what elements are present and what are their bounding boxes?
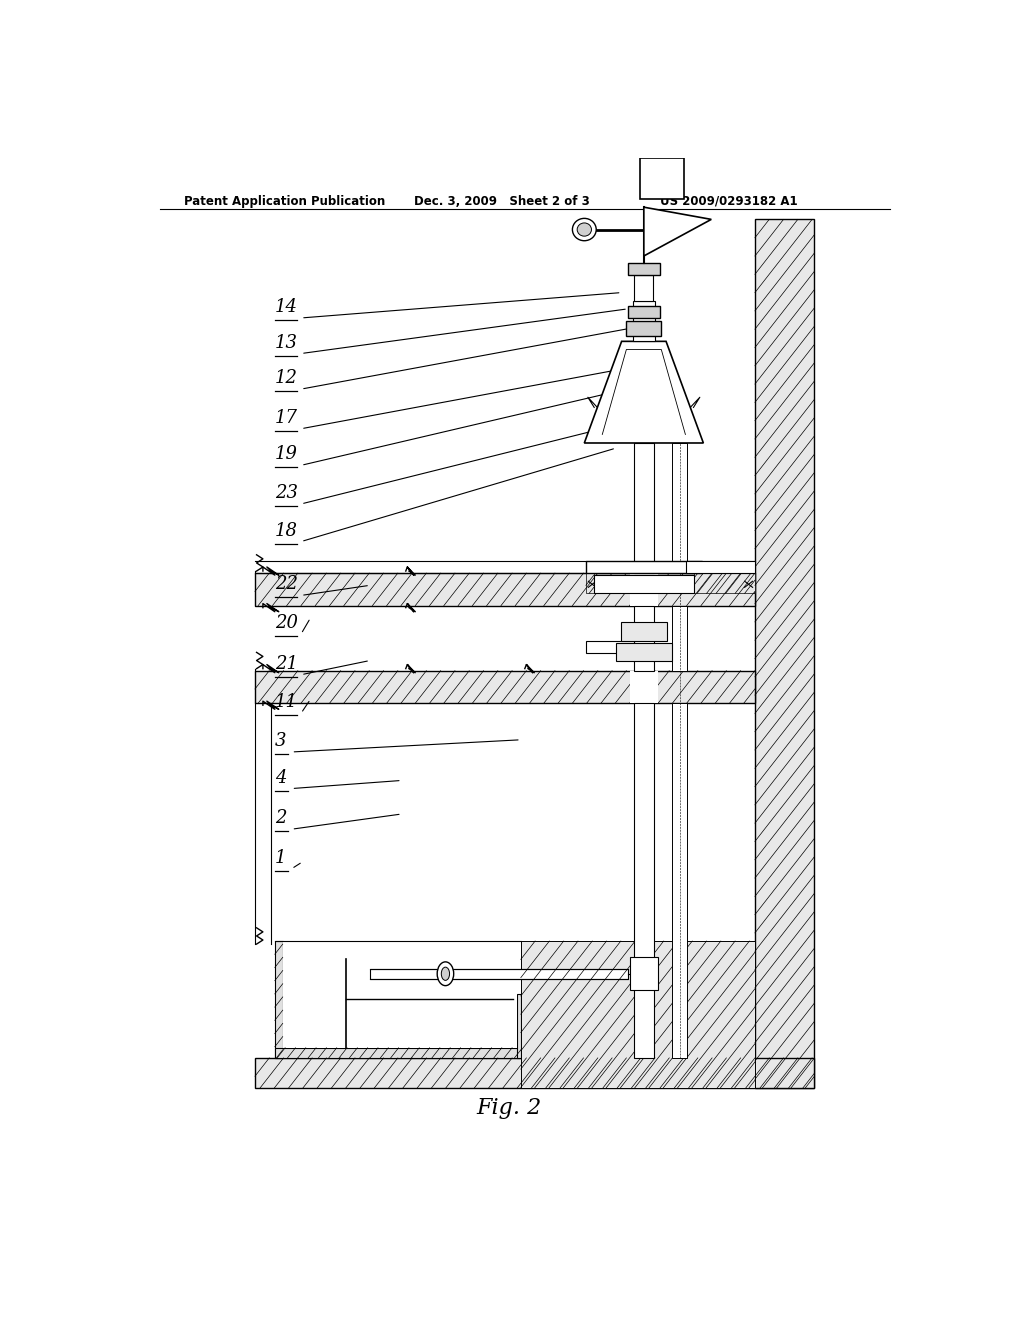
Bar (634, 276, 653, 301)
Text: 22: 22 (274, 576, 298, 594)
Bar (274, 941, 283, 1057)
Bar (621, 622, 667, 642)
Bar (634, 606, 654, 671)
Bar (630, 957, 658, 990)
Bar (686, 561, 755, 573)
Text: 4: 4 (274, 768, 287, 787)
Bar (633, 301, 655, 342)
Text: 20: 20 (274, 614, 298, 632)
Bar (694, 573, 755, 594)
Text: 3: 3 (274, 733, 287, 750)
Bar (521, 941, 755, 1089)
Text: 11: 11 (274, 693, 298, 711)
Bar (586, 561, 701, 573)
Polygon shape (644, 207, 712, 256)
Bar (628, 306, 659, 318)
Text: Fig. 2: Fig. 2 (476, 1097, 542, 1119)
Text: 2: 2 (274, 809, 287, 828)
Bar (628, 263, 659, 276)
Bar (274, 1048, 521, 1057)
Bar (255, 671, 755, 704)
Bar (586, 573, 594, 594)
Text: 12: 12 (274, 370, 298, 387)
Bar (755, 219, 814, 1089)
Text: 17: 17 (274, 409, 298, 426)
Text: 21: 21 (274, 655, 298, 673)
Bar (672, 444, 687, 573)
Bar (672, 606, 687, 671)
Text: 18: 18 (274, 521, 298, 540)
Bar (634, 444, 654, 573)
Text: 13: 13 (274, 334, 298, 351)
Bar (630, 573, 658, 606)
Bar (586, 642, 634, 653)
Ellipse shape (572, 218, 596, 240)
Bar (640, 158, 684, 199)
Text: 1: 1 (274, 849, 287, 867)
Bar (634, 704, 654, 1057)
Ellipse shape (578, 223, 592, 236)
Text: Dec. 3, 2009   Sheet 2 of 3: Dec. 3, 2009 Sheet 2 of 3 (414, 195, 590, 209)
Bar (627, 321, 662, 337)
Text: 14: 14 (274, 298, 298, 315)
Text: US 2009/0293182 A1: US 2009/0293182 A1 (659, 195, 798, 209)
Text: 23: 23 (274, 484, 298, 502)
Bar (255, 573, 755, 606)
Bar (616, 643, 672, 660)
Bar (255, 1057, 814, 1089)
Bar (594, 576, 694, 594)
Ellipse shape (441, 968, 450, 981)
Bar (630, 671, 658, 704)
Bar (517, 994, 521, 1057)
Bar (672, 704, 687, 1057)
Polygon shape (585, 342, 703, 444)
Bar (283, 941, 517, 1048)
Ellipse shape (437, 962, 454, 986)
Text: 19: 19 (274, 445, 298, 463)
Bar (370, 969, 628, 979)
Text: Patent Application Publication: Patent Application Publication (183, 195, 385, 209)
